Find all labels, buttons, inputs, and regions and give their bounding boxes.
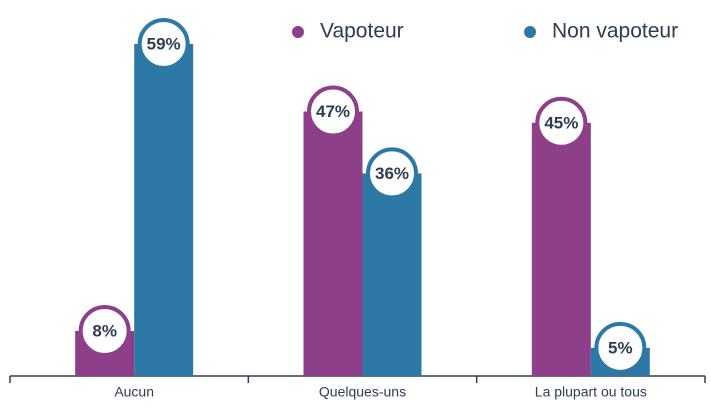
value-label-badge <box>78 304 131 357</box>
value-label: 47% <box>316 102 350 121</box>
value-label: 45% <box>544 113 578 132</box>
value-label: 59% <box>147 34 181 53</box>
value-label: 5% <box>608 338 633 357</box>
bar <box>134 44 194 376</box>
bar <box>303 111 363 376</box>
value-label-badge <box>137 18 190 70</box>
legend-marker <box>524 26 536 38</box>
value-label: 36% <box>375 164 409 183</box>
bar <box>362 173 422 376</box>
value-label-badge <box>594 321 647 374</box>
legend-marker <box>292 26 304 38</box>
x-tick-label: Quelques-uns <box>319 384 406 400</box>
value-label-badge <box>366 147 418 200</box>
bar <box>531 122 591 376</box>
value-label-badge <box>307 85 359 138</box>
value-label-badge <box>535 96 588 149</box>
x-tick-label: La plupart ou tous <box>535 384 647 400</box>
legend-label: Vapoteur <box>320 20 404 43</box>
x-tick-label: Aucun <box>114 384 154 400</box>
value-label: 8% <box>92 321 117 340</box>
legend-label: Non vapoteur <box>552 20 678 43</box>
